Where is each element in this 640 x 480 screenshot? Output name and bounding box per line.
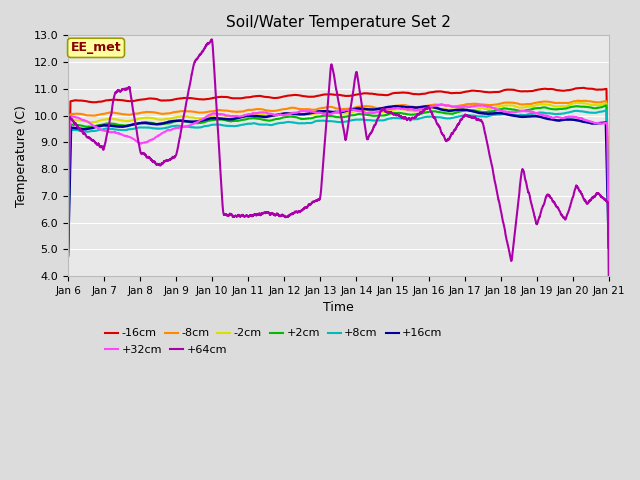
+64cm — [208, 36, 216, 42]
Line: +64cm: +64cm — [68, 39, 609, 279]
Line: +32cm: +32cm — [68, 104, 609, 250]
Y-axis label: Temperature (C): Temperature (C) — [15, 105, 28, 207]
+16cm — [576, 118, 584, 124]
+2cm — [271, 116, 279, 122]
-2cm — [573, 100, 581, 106]
-16cm — [552, 87, 560, 93]
+32cm — [605, 241, 612, 247]
-8cm — [552, 100, 560, 106]
Line: +16cm: +16cm — [68, 106, 609, 255]
Line: -16cm: -16cm — [68, 88, 609, 242]
-16cm — [555, 87, 563, 93]
Title: Soil/Water Temperature Set 2: Soil/Water Temperature Set 2 — [226, 15, 451, 30]
+2cm — [403, 111, 410, 117]
+16cm — [555, 118, 563, 123]
+32cm — [552, 114, 560, 120]
-8cm — [403, 103, 410, 108]
Text: EE_met: EE_met — [71, 41, 122, 54]
Legend: +32cm, +64cm: +32cm, +64cm — [100, 341, 232, 360]
+8cm — [605, 237, 612, 243]
-8cm — [576, 98, 584, 104]
-16cm — [576, 85, 584, 91]
+2cm — [605, 234, 612, 240]
Line: -2cm: -2cm — [68, 103, 609, 252]
+16cm — [392, 103, 400, 109]
+2cm — [64, 251, 72, 257]
-2cm — [271, 112, 279, 118]
-2cm — [555, 104, 563, 109]
+64cm — [129, 105, 136, 111]
-2cm — [129, 118, 136, 123]
-8cm — [64, 246, 72, 252]
-16cm — [271, 95, 279, 101]
+2cm — [555, 106, 563, 112]
+16cm — [271, 112, 279, 118]
+2cm — [129, 122, 136, 128]
+64cm — [576, 188, 584, 194]
+2cm — [603, 103, 611, 108]
+8cm — [64, 254, 72, 260]
-16cm — [605, 226, 612, 231]
+2cm — [552, 107, 560, 112]
+32cm — [271, 112, 279, 118]
-8cm — [129, 111, 136, 117]
Line: +8cm: +8cm — [68, 111, 609, 257]
+16cm — [129, 122, 136, 128]
+32cm — [555, 114, 563, 120]
+64cm — [552, 204, 560, 209]
+8cm — [271, 121, 279, 127]
+16cm — [552, 118, 560, 123]
+32cm — [576, 115, 584, 121]
+64cm — [403, 117, 410, 122]
+2cm — [576, 104, 584, 109]
Line: -8cm: -8cm — [68, 101, 609, 249]
+8cm — [576, 108, 584, 114]
-8cm — [605, 232, 612, 238]
-16cm — [403, 90, 410, 96]
-2cm — [576, 100, 584, 106]
+8cm — [129, 126, 136, 132]
Line: +2cm: +2cm — [68, 106, 609, 254]
+64cm — [605, 276, 612, 282]
-2cm — [403, 107, 410, 113]
+8cm — [555, 111, 563, 117]
+16cm — [64, 252, 72, 258]
+32cm — [129, 136, 136, 142]
-8cm — [271, 108, 279, 114]
+32cm — [403, 107, 410, 112]
+8cm — [602, 108, 610, 114]
+64cm — [555, 207, 563, 213]
-2cm — [64, 249, 72, 255]
-16cm — [129, 98, 136, 104]
+8cm — [552, 111, 560, 117]
+64cm — [64, 247, 72, 253]
+64cm — [271, 212, 279, 218]
-8cm — [574, 98, 582, 104]
+8cm — [403, 116, 410, 122]
+16cm — [605, 245, 612, 251]
-16cm — [579, 85, 586, 91]
-2cm — [605, 233, 612, 239]
-8cm — [555, 100, 563, 106]
X-axis label: Time: Time — [323, 301, 354, 314]
+16cm — [403, 104, 410, 110]
-2cm — [552, 104, 560, 109]
+32cm — [438, 101, 446, 107]
-16cm — [64, 240, 72, 245]
+32cm — [64, 247, 72, 253]
